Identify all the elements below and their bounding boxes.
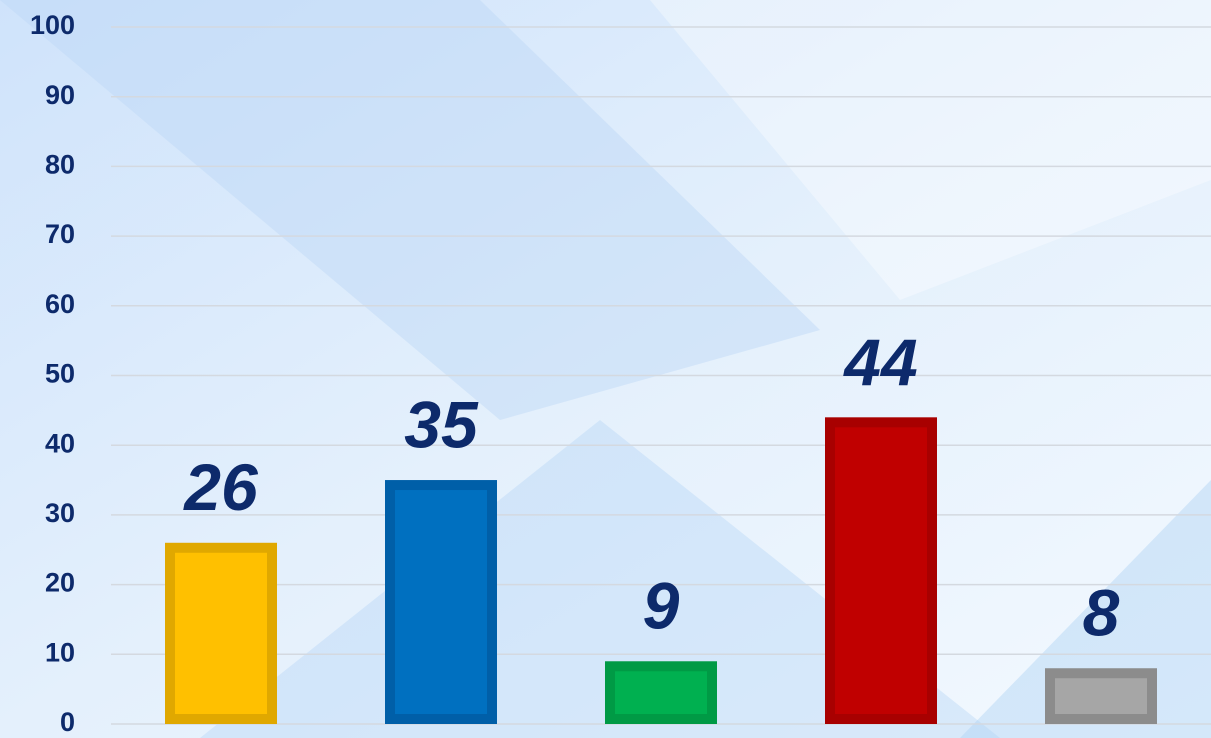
value-label: 9 [643,569,680,643]
value-label: 35 [404,387,479,461]
y-tick-label: 80 [45,150,75,180]
y-tick-label: 10 [45,637,75,667]
value-label: 44 [842,325,917,399]
bar [605,661,717,725]
bar [1045,668,1157,724]
y-tick-label: 40 [45,428,75,458]
y-tick-label: 60 [45,289,75,319]
y-tick-label: 0 [60,707,75,737]
bar [825,417,937,724]
bg-shape [650,0,1211,300]
value-label: 8 [1083,576,1120,650]
bar [165,542,277,725]
bg-shape [0,0,820,420]
bar [385,480,497,724]
value-label: 26 [182,450,259,524]
y-tick-label: 30 [45,498,75,528]
y-tick-label: 90 [45,80,75,110]
y-tick-label: 70 [45,219,75,249]
y-tick-label: 100 [30,10,75,40]
y-tick-label: 20 [45,568,75,598]
y-tick-label: 50 [45,359,75,389]
